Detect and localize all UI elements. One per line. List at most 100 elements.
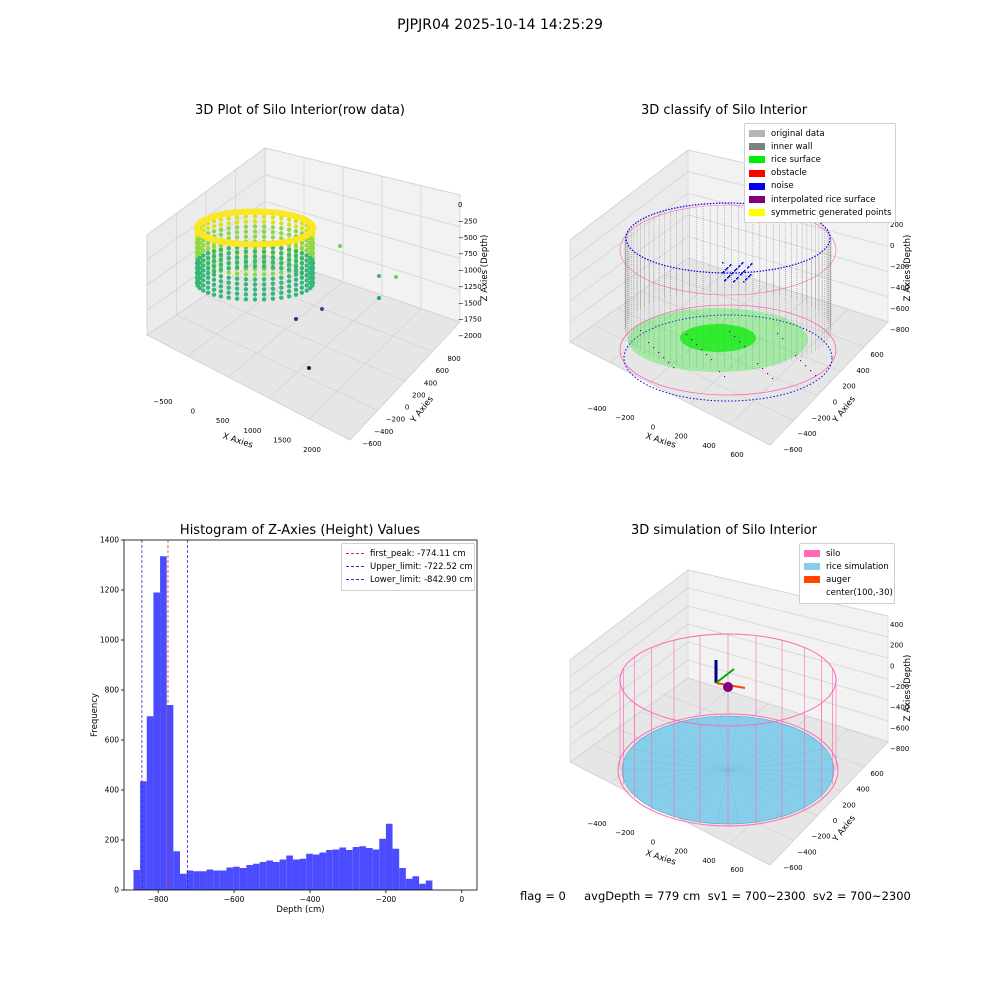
interpolated-point: [719, 371, 721, 373]
histogram-bar: [385, 823, 393, 890]
grid-line: [264, 174, 461, 228]
sim-z-tick-label: −200: [890, 683, 909, 691]
raw-data-point: [304, 248, 309, 253]
noise-point: [744, 270, 746, 272]
grid-line: [687, 214, 889, 272]
noise-bottom-ring: [623, 314, 833, 402]
raw-z-tick-label: −500: [458, 234, 477, 242]
sim-x-tick-label: 600: [730, 866, 743, 874]
legend-item: center(100,-30): [804, 587, 893, 600]
noise-point: [750, 274, 752, 276]
raw-z-tick-label: −1000: [458, 267, 482, 275]
histogram-bar: [419, 883, 426, 890]
sim-y-tick-label: −600: [783, 864, 802, 872]
sim-z-tick-label: −600: [890, 724, 909, 732]
legend-swatch: [749, 143, 765, 151]
raw-data-point: [299, 290, 305, 295]
raw-data-point: [234, 281, 240, 286]
raw-data-point: [205, 290, 211, 295]
sim-z-tick-label: 400: [890, 621, 903, 629]
raw-data-point: [226, 290, 231, 295]
histogram-bar: [425, 880, 433, 890]
interpolated-point: [696, 344, 698, 346]
histogram-bar: [326, 850, 333, 890]
raw-data-point: [243, 287, 249, 292]
raw-outlier-point: [320, 307, 324, 311]
grid-line: [569, 171, 689, 261]
raw-data-point: [299, 241, 305, 246]
interpolated-point: [815, 375, 817, 377]
noise-point: [722, 262, 724, 264]
grid-line: [593, 324, 794, 421]
raw-data-point: [211, 282, 217, 287]
raw-data-point: [226, 266, 231, 271]
interpolated-point: [648, 342, 650, 344]
legend-item: Lower_limit: -842.90 cm: [346, 573, 472, 586]
raw-y-tick-label: −600: [362, 440, 381, 448]
cls-z-tick-label: −400: [890, 284, 909, 292]
raw-data-point: [299, 261, 305, 266]
raw-data-point: [270, 250, 276, 255]
legend-label: noise: [771, 181, 794, 192]
raw-data-point: [218, 289, 224, 294]
raw-y-tick-label: −200: [386, 416, 405, 424]
grid-line: [687, 605, 889, 659]
histogram-bar: [379, 838, 386, 890]
sim-x-tick-label: 0: [651, 838, 655, 846]
grid-line: [264, 201, 461, 259]
noise-point: [723, 271, 725, 273]
raw-data-point: [234, 235, 240, 240]
raw-data-point: [261, 219, 267, 224]
raw-data-point: [261, 297, 267, 302]
noise-point: [729, 265, 731, 267]
raw-data-point: [205, 226, 211, 231]
raw-data-point: [304, 288, 309, 293]
raw-data-point: [218, 262, 224, 267]
histogram-bar: [286, 855, 293, 890]
cls-y-tick-label: −400: [797, 430, 816, 438]
raw-data-point: [226, 285, 231, 290]
cls-x-tick-label: 0: [651, 423, 655, 431]
raw-data-point: [261, 277, 267, 282]
noise-point: [731, 273, 733, 275]
noise-point: [743, 271, 745, 273]
histogram-bar: [173, 851, 180, 890]
legend-swatch: [749, 169, 765, 177]
raw-data-point: [279, 266, 284, 271]
raw-data-point: [270, 296, 276, 301]
cls-y-tick-label: −600: [783, 446, 802, 454]
y-tick-label: 600: [105, 736, 120, 745]
histogram-bar: [372, 849, 380, 890]
raw-data-point: [226, 246, 231, 251]
raw-data-point: [211, 254, 217, 259]
legend-item: interpolated rice surface: [749, 193, 890, 206]
histogram-bar: [299, 858, 307, 890]
grid-line: [687, 236, 889, 298]
raw-data-point: [234, 286, 240, 291]
raw-data-point: [293, 259, 299, 264]
noise-point: [735, 269, 737, 271]
legend-swatch: [804, 590, 820, 597]
grid-line: [664, 274, 865, 347]
raw-data-point: [234, 291, 240, 296]
legend-item: auger: [804, 573, 889, 586]
raw-data-point: [270, 220, 276, 225]
raw-data-point: [205, 251, 211, 256]
histogram-bar: [166, 705, 174, 890]
raw-data-point: [211, 259, 217, 264]
raw-data-point: [279, 270, 284, 275]
raw-data-point: [197, 245, 202, 251]
raw-data-point: [252, 282, 258, 287]
classify-legend: original data inner wall rice surface obsta…: [744, 123, 896, 224]
histogram-bar: [412, 876, 420, 890]
raw-z-tick-label: −750: [458, 250, 477, 258]
legend-line-sample: [346, 579, 364, 581]
interpolated-point: [800, 360, 802, 362]
raw-data-point: [205, 246, 211, 251]
raw-x-tick-label: −500: [153, 398, 172, 406]
histogram-bar: [253, 863, 260, 890]
raw-data-point: [304, 278, 309, 283]
raw-data-point: [218, 252, 224, 257]
raw-data-point: [201, 258, 206, 263]
